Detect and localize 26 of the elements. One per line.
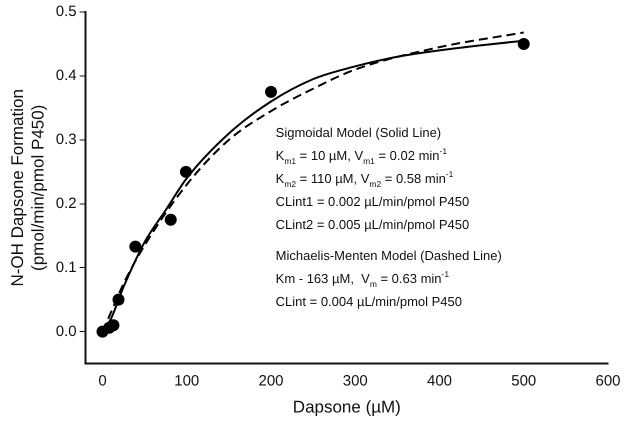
annotation: CLint2 = 0.005 µL/min/pmol P450 [276, 217, 470, 232]
annotation: Michaelis-Menten Model (Dashed Line) [276, 248, 502, 263]
point [129, 240, 142, 253]
y-tick-label: 0.3 [56, 130, 77, 148]
point [518, 38, 530, 50]
point [265, 86, 277, 98]
y-axis-title: N-OH Dapsone Formation (pmol/min/pmol P450) [8, 89, 48, 287]
x-tick-label: 600 [595, 372, 621, 390]
x-tick-label: 200 [258, 372, 284, 390]
x-tick-label: 0 [98, 372, 107, 390]
y-tick-label: 0.0 [56, 322, 77, 340]
x-axis-title: Dapsone (µM) [292, 397, 401, 416]
y-tick-label: 0.5 [56, 3, 77, 20]
annotation: Sigmoidal Model (Solid Line) [276, 125, 442, 140]
y-tick-label: 0.4 [56, 67, 77, 84]
x-tick-label: 400 [426, 372, 452, 390]
point [180, 166, 192, 178]
point [164, 214, 177, 226]
point [112, 294, 125, 306]
x-tick-label: 300 [342, 372, 368, 390]
y-tick-label: 0.1 [56, 258, 77, 276]
annotation: CLint = 0.004 µL/min/pmol P450 [276, 294, 462, 309]
y-tick-label: 0.2 [56, 194, 77, 212]
x-tick-label: 500 [511, 372, 536, 390]
x-tick-label: 100 [174, 372, 200, 390]
annotation: CLint1 = 0.002 µL/min/pmol P450 [276, 194, 470, 209]
